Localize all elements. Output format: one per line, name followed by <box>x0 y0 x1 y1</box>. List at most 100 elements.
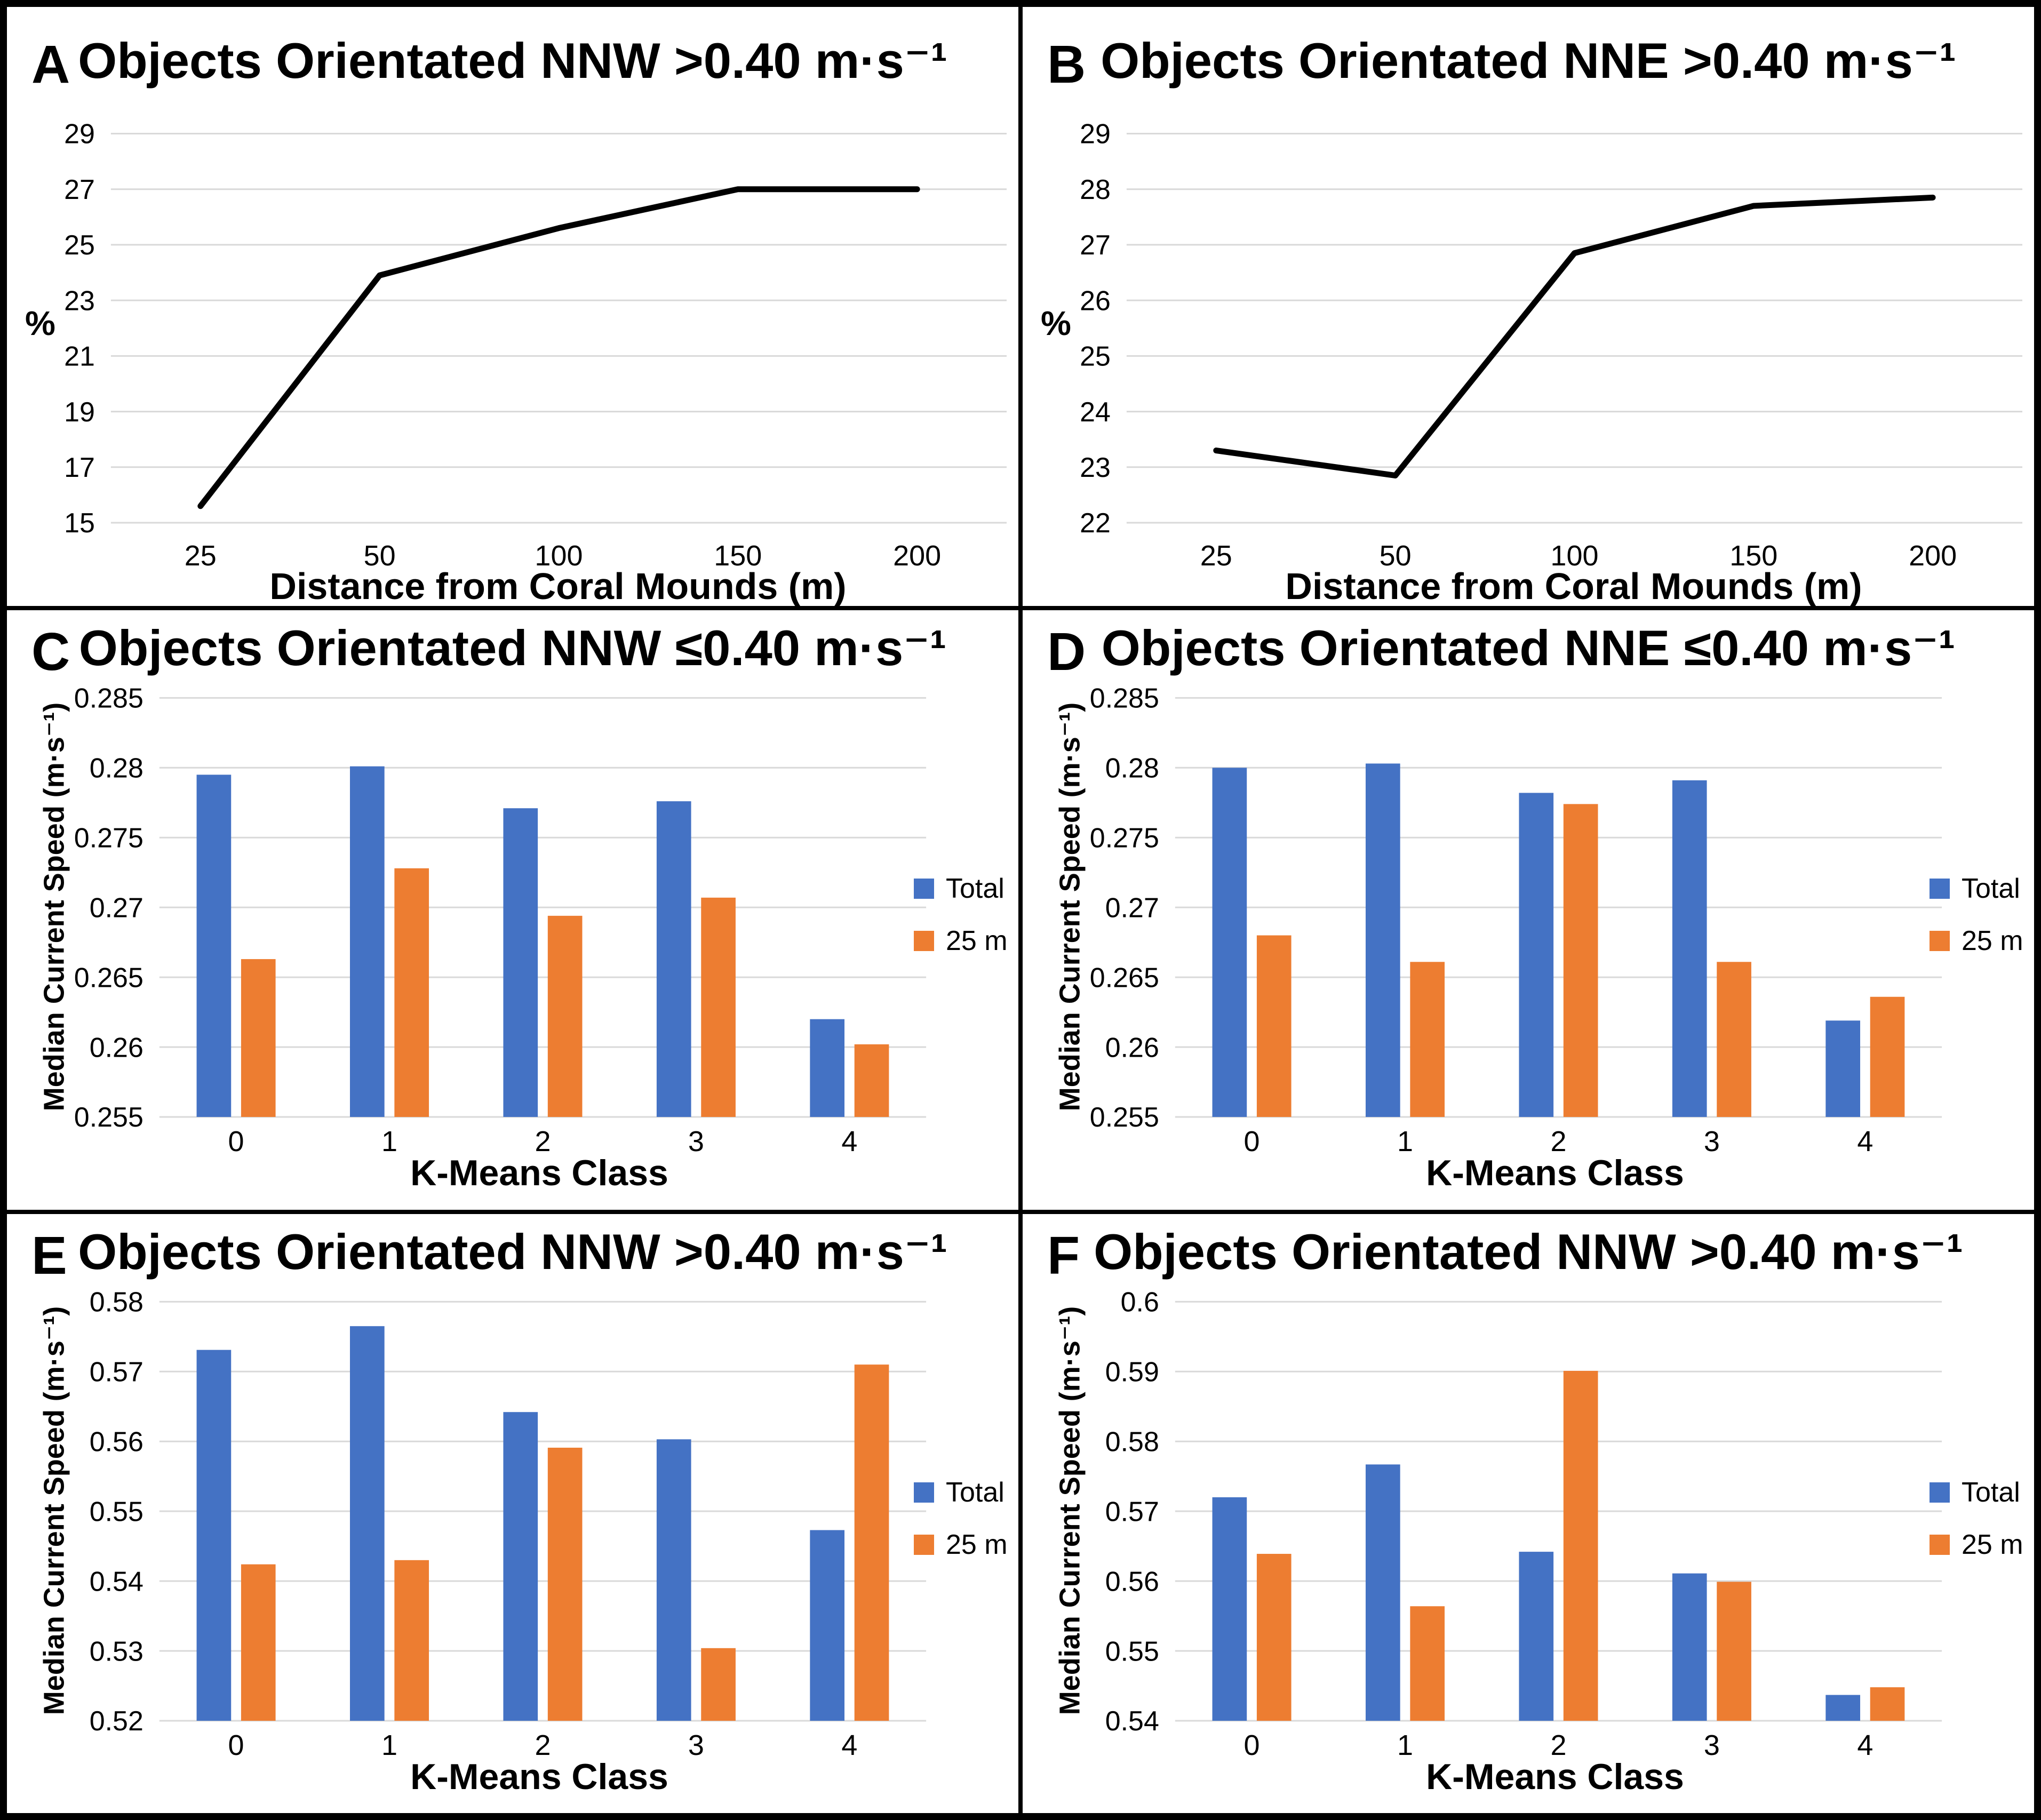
svg-text:0.285: 0.285 <box>74 683 143 714</box>
svg-text:29: 29 <box>64 119 95 150</box>
svg-text:26: 26 <box>1080 285 1111 316</box>
y-axis-title: % <box>1041 304 1071 342</box>
panel-e: E Objects Orientated NNW >0.40 m·s⁻¹ Med… <box>5 1211 1021 1815</box>
chart-title: Objects Orientated NNE >0.40 m·s⁻¹ <box>1101 33 1956 89</box>
svg-text:15: 15 <box>64 508 95 539</box>
svg-text:23: 23 <box>1080 452 1111 483</box>
svg-text:2: 2 <box>1550 1729 1566 1761</box>
svg-text:25: 25 <box>64 230 95 261</box>
chart-title: Objects Orientated NNW >0.40 m·s⁻¹ <box>78 33 947 89</box>
svg-text:0.56: 0.56 <box>1105 1566 1159 1597</box>
svg-text:0.265: 0.265 <box>1090 963 1159 994</box>
svg-text:50: 50 <box>364 540 396 572</box>
svg-text:25: 25 <box>185 540 217 572</box>
svg-text:0: 0 <box>228 1729 244 1761</box>
legend-entry-25m: 25 m <box>914 927 1008 955</box>
legend-entry-25m: 25 m <box>1930 1531 2023 1559</box>
svg-text:1: 1 <box>381 1729 397 1761</box>
svg-text:17: 17 <box>64 452 95 483</box>
chart-title: Objects Orientated NNE ≤0.40 m·s⁻¹ <box>1101 620 1956 676</box>
legend-label: 25 m <box>1962 925 2023 957</box>
svg-text:22: 22 <box>1080 508 1111 539</box>
legend-label: Total <box>946 1476 1004 1508</box>
svg-text:0: 0 <box>1244 1125 1260 1158</box>
svg-text:100: 100 <box>1550 540 1598 572</box>
legend-label: 25 m <box>946 1529 1008 1560</box>
svg-text:0.59: 0.59 <box>1105 1356 1159 1387</box>
panel-letter: E <box>31 1225 67 1286</box>
svg-text:0.58: 0.58 <box>1105 1426 1159 1457</box>
svg-text:25: 25 <box>1080 341 1111 372</box>
chart-title: Objects Orientated NNW >0.40 m·s⁻¹ <box>78 1223 947 1280</box>
legend-label: 25 m <box>1962 1529 2023 1560</box>
panel-letter: A <box>31 35 70 94</box>
svg-text:28: 28 <box>1080 174 1111 205</box>
bar-chart-plot: 0.54 0.55 0.56 0.57 0.58 0.59 0.6 0 1 2 3 4 <box>1105 1287 1942 1761</box>
chart-title: Objects Orientated NNW ≤0.40 m·s⁻¹ <box>78 620 947 676</box>
legend-entry-total: Total <box>914 1479 1008 1506</box>
panel-letter: B <box>1047 35 1086 94</box>
line-chart-plot: 15 17 19 21 23 25 27 29 25 50 100 150 200 <box>64 119 1007 572</box>
legend-entry-25m: 25 m <box>1930 927 2023 955</box>
svg-text:0.275: 0.275 <box>74 823 143 854</box>
x-axis-title: K-Means Class <box>410 1756 668 1797</box>
legend-label: Total <box>946 873 1004 905</box>
svg-text:0.285: 0.285 <box>1090 683 1159 714</box>
svg-text:4: 4 <box>841 1729 857 1761</box>
svg-text:1: 1 <box>381 1125 397 1158</box>
chart-legend: Total 25 m <box>1930 875 2023 955</box>
legend-label: 25 m <box>946 925 1008 957</box>
svg-text:0.52: 0.52 <box>90 1706 143 1737</box>
x-axis-title: K-Means Class <box>1426 1756 1684 1797</box>
svg-text:0.6: 0.6 <box>1121 1287 1159 1318</box>
25m-series-swatch-icon <box>914 1534 934 1555</box>
x-axis-title: K-Means Class <box>1426 1153 1684 1194</box>
svg-text:0.54: 0.54 <box>1105 1706 1159 1737</box>
svg-text:24: 24 <box>1080 397 1111 428</box>
total-series-swatch-icon <box>1930 1482 1950 1503</box>
svg-text:0.57: 0.57 <box>1105 1496 1159 1527</box>
chart-title: Objects Orientated NNW >0.40 m·s⁻¹ <box>1094 1223 1963 1280</box>
legend-entry-total: Total <box>1930 875 2023 903</box>
panel-c: C Objects Orientated NNW ≤0.40 m·s⁻¹ Med… <box>5 608 1021 1212</box>
svg-text:0.58: 0.58 <box>90 1287 143 1318</box>
svg-text:0.28: 0.28 <box>1105 753 1159 784</box>
svg-text:4: 4 <box>1857 1125 1873 1158</box>
bar-chart-plot: 0.255 0.26 0.265 0.27 0.275 0.28 0.285 0 1 2 3 4 <box>74 683 927 1158</box>
svg-text:150: 150 <box>1729 540 1777 572</box>
panel-b: B Objects Orientated NNE >0.40 m·s⁻¹ % 2… <box>1021 5 2036 609</box>
panel-letter: C <box>31 622 70 682</box>
svg-text:50: 50 <box>1380 540 1412 572</box>
line-chart-plot: 22 23 24 25 26 27 28 29 25 50 100 150 200 <box>1080 119 2023 572</box>
svg-text:0.56: 0.56 <box>90 1426 143 1457</box>
panel-letter: F <box>1047 1225 1080 1286</box>
svg-text:29: 29 <box>1080 119 1111 150</box>
svg-text:1: 1 <box>1397 1125 1413 1158</box>
svg-text:0.26: 0.26 <box>1105 1033 1159 1064</box>
chart-legend: Total 25 m <box>1930 1479 2023 1559</box>
svg-text:0.255: 0.255 <box>1090 1102 1159 1133</box>
chart-legend: Total 25 m <box>914 875 1008 955</box>
svg-text:0.55: 0.55 <box>90 1496 143 1527</box>
legend-label: Total <box>1962 873 2020 905</box>
x-axis-title: Distance from Coral Mounds (m) <box>1285 565 1862 607</box>
x-axis-title: Distance from Coral Mounds (m) <box>269 565 847 607</box>
svg-text:4: 4 <box>1857 1729 1873 1761</box>
panel-a: A Objects Orientated NNW >0.40 m·s⁻¹ % 1… <box>5 5 1021 609</box>
svg-text:4: 4 <box>841 1125 857 1158</box>
svg-text:0.255: 0.255 <box>74 1102 143 1133</box>
svg-text:2: 2 <box>535 1125 551 1158</box>
x-axis-title: K-Means Class <box>410 1153 668 1194</box>
total-series-swatch-icon <box>914 1482 934 1503</box>
svg-text:27: 27 <box>1080 230 1111 261</box>
total-series-swatch-icon <box>1930 879 1950 899</box>
svg-text:0.27: 0.27 <box>1105 893 1159 924</box>
svg-text:3: 3 <box>688 1125 704 1158</box>
svg-text:23: 23 <box>64 285 95 316</box>
svg-text:150: 150 <box>714 540 762 572</box>
panel-letter: D <box>1047 622 1086 682</box>
svg-text:200: 200 <box>1909 540 1957 572</box>
svg-text:3: 3 <box>1704 1125 1720 1158</box>
svg-text:100: 100 <box>535 540 583 572</box>
